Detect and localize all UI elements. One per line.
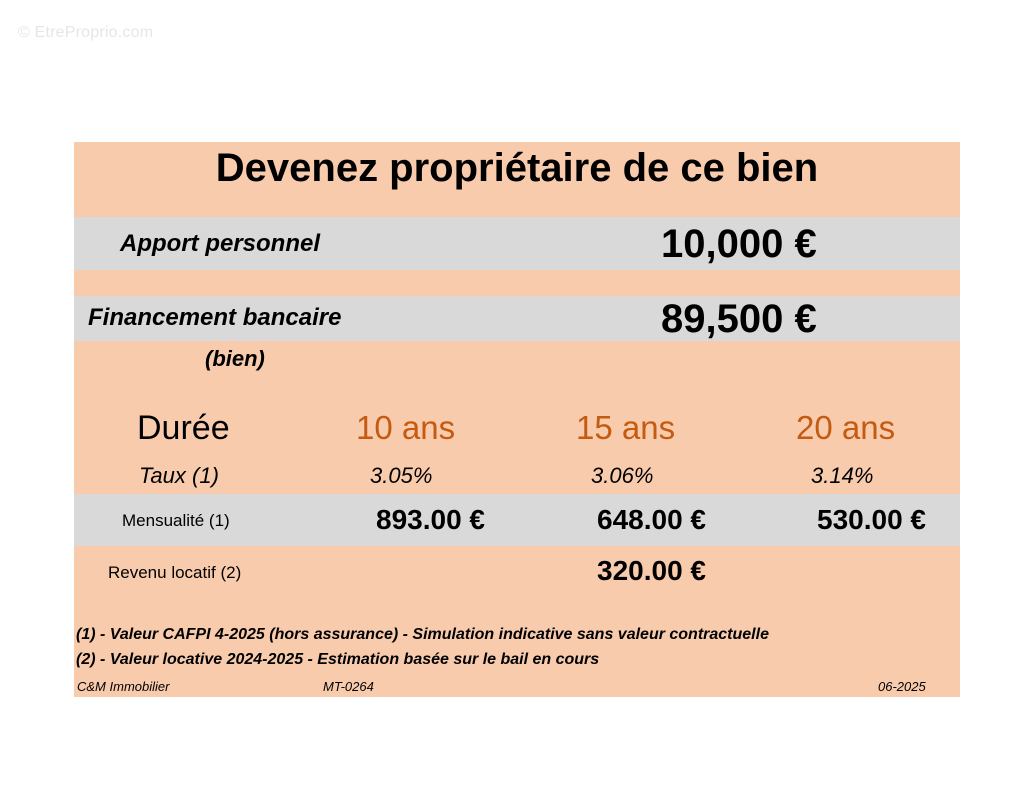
apport-label: Apport personnel [120,230,321,257]
mensualite-label: Mensualité (1) [122,511,230,530]
taux-label: Taux (1) [139,463,219,488]
note-1: (1) - Valeur CAFPI 4-2025 (hors assuranc… [76,626,769,643]
page-title: Devenez propriétaire de ce bien [215,146,819,190]
taux-20: 3.14% [811,463,874,488]
financement-value: 89,500 € [661,297,817,341]
apport-value: 10,000 € [661,222,817,266]
footer-agency: C&M Immobilier [77,679,170,694]
duree-15: 15 ans [576,409,676,446]
footer-date: 06-2025 [878,679,926,694]
mensualite-band [74,494,960,546]
mensualite-20: 530.00 € [817,504,926,535]
note-2: (2) - Valeur locative 2024-2025 - Estima… [76,651,600,668]
financing-panel: Devenez propriétaire de ce bien Apport p… [74,142,960,697]
watermark: © EtreProprio.com [18,24,154,41]
footer-reference: MT-0264 [323,679,374,694]
financement-sublabel: (bien) [205,346,265,371]
taux-15: 3.06% [591,463,654,488]
taux-10: 3.05% [370,463,433,488]
duree-label: Durée [137,409,230,447]
duree-10: 10 ans [356,409,456,446]
mensualite-10: 893.00 € [376,504,485,535]
financement-band [74,296,960,341]
duree-20: 20 ans [796,409,896,446]
mensualite-15: 648.00 € [597,504,706,535]
apport-band [74,217,960,270]
financement-label: Financement bancaire [88,304,342,331]
revenu-label: Revenu locatif (2) [108,563,242,582]
revenu-value: 320.00 € [597,555,706,586]
